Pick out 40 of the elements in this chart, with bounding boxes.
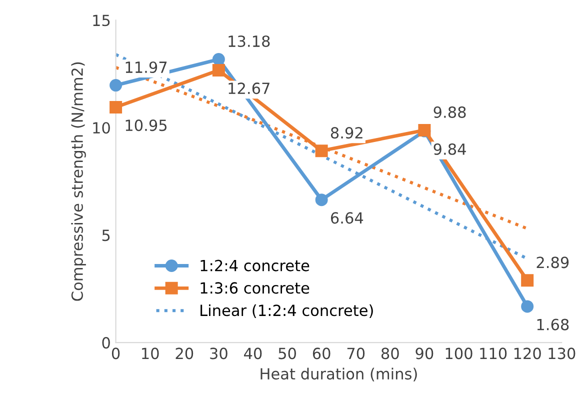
x-tick-label: 30 (210, 348, 228, 360)
x-tick-label: 100 (446, 348, 472, 360)
point (521, 274, 534, 287)
point (212, 64, 225, 76)
data-label: 12.67 (228, 82, 270, 94)
x-tick-label: 0 (112, 348, 120, 360)
data-label: 9.88 (434, 106, 466, 118)
data-label: 10.95 (126, 120, 167, 132)
legend-label: 1:2:4 concrete (200, 260, 310, 272)
x-tick-label: 90 (416, 348, 434, 360)
data-label: 13.18 (228, 35, 270, 48)
y-tick-label: 15 (93, 14, 110, 26)
x-tick-label: 80 (381, 348, 399, 360)
point (521, 300, 534, 313)
data-label: 2.89 (536, 256, 569, 268)
legend-label: Linear (1:2:4 concrete) (200, 304, 373, 318)
x-tick-label: 110 (480, 348, 507, 360)
x-tick-label: 10 (142, 348, 159, 360)
x-tick-label: 50 (278, 348, 296, 360)
x-tick-label: 70 (347, 348, 365, 360)
legend-label: 1:3:6 concrete (200, 282, 310, 294)
y-tick-label: 5 (102, 230, 110, 242)
data-label: 6.64 (330, 212, 364, 224)
x-tick-label: 20 (176, 348, 194, 360)
x-tick-label: 130 (548, 348, 576, 360)
data-label: 11.97 (126, 61, 167, 74)
x-tick-label: 120 (514, 348, 541, 360)
point (110, 79, 122, 92)
y-tick-label: 0 (102, 337, 110, 349)
data-label: 9.84 (434, 143, 466, 155)
data-label: 8.92 (330, 127, 362, 139)
y-axis-title: Compressive strength (N/mm2) (71, 62, 86, 301)
x-axis-title: Heat duration (mins) (260, 368, 417, 382)
data-label: 1.68 (537, 318, 569, 330)
x-tick-label: 40 (244, 348, 262, 360)
point (315, 194, 328, 206)
y-tick-label: 10 (93, 122, 110, 134)
point (315, 144, 328, 158)
x-tick-label: 60 (312, 348, 330, 360)
point (110, 100, 122, 114)
